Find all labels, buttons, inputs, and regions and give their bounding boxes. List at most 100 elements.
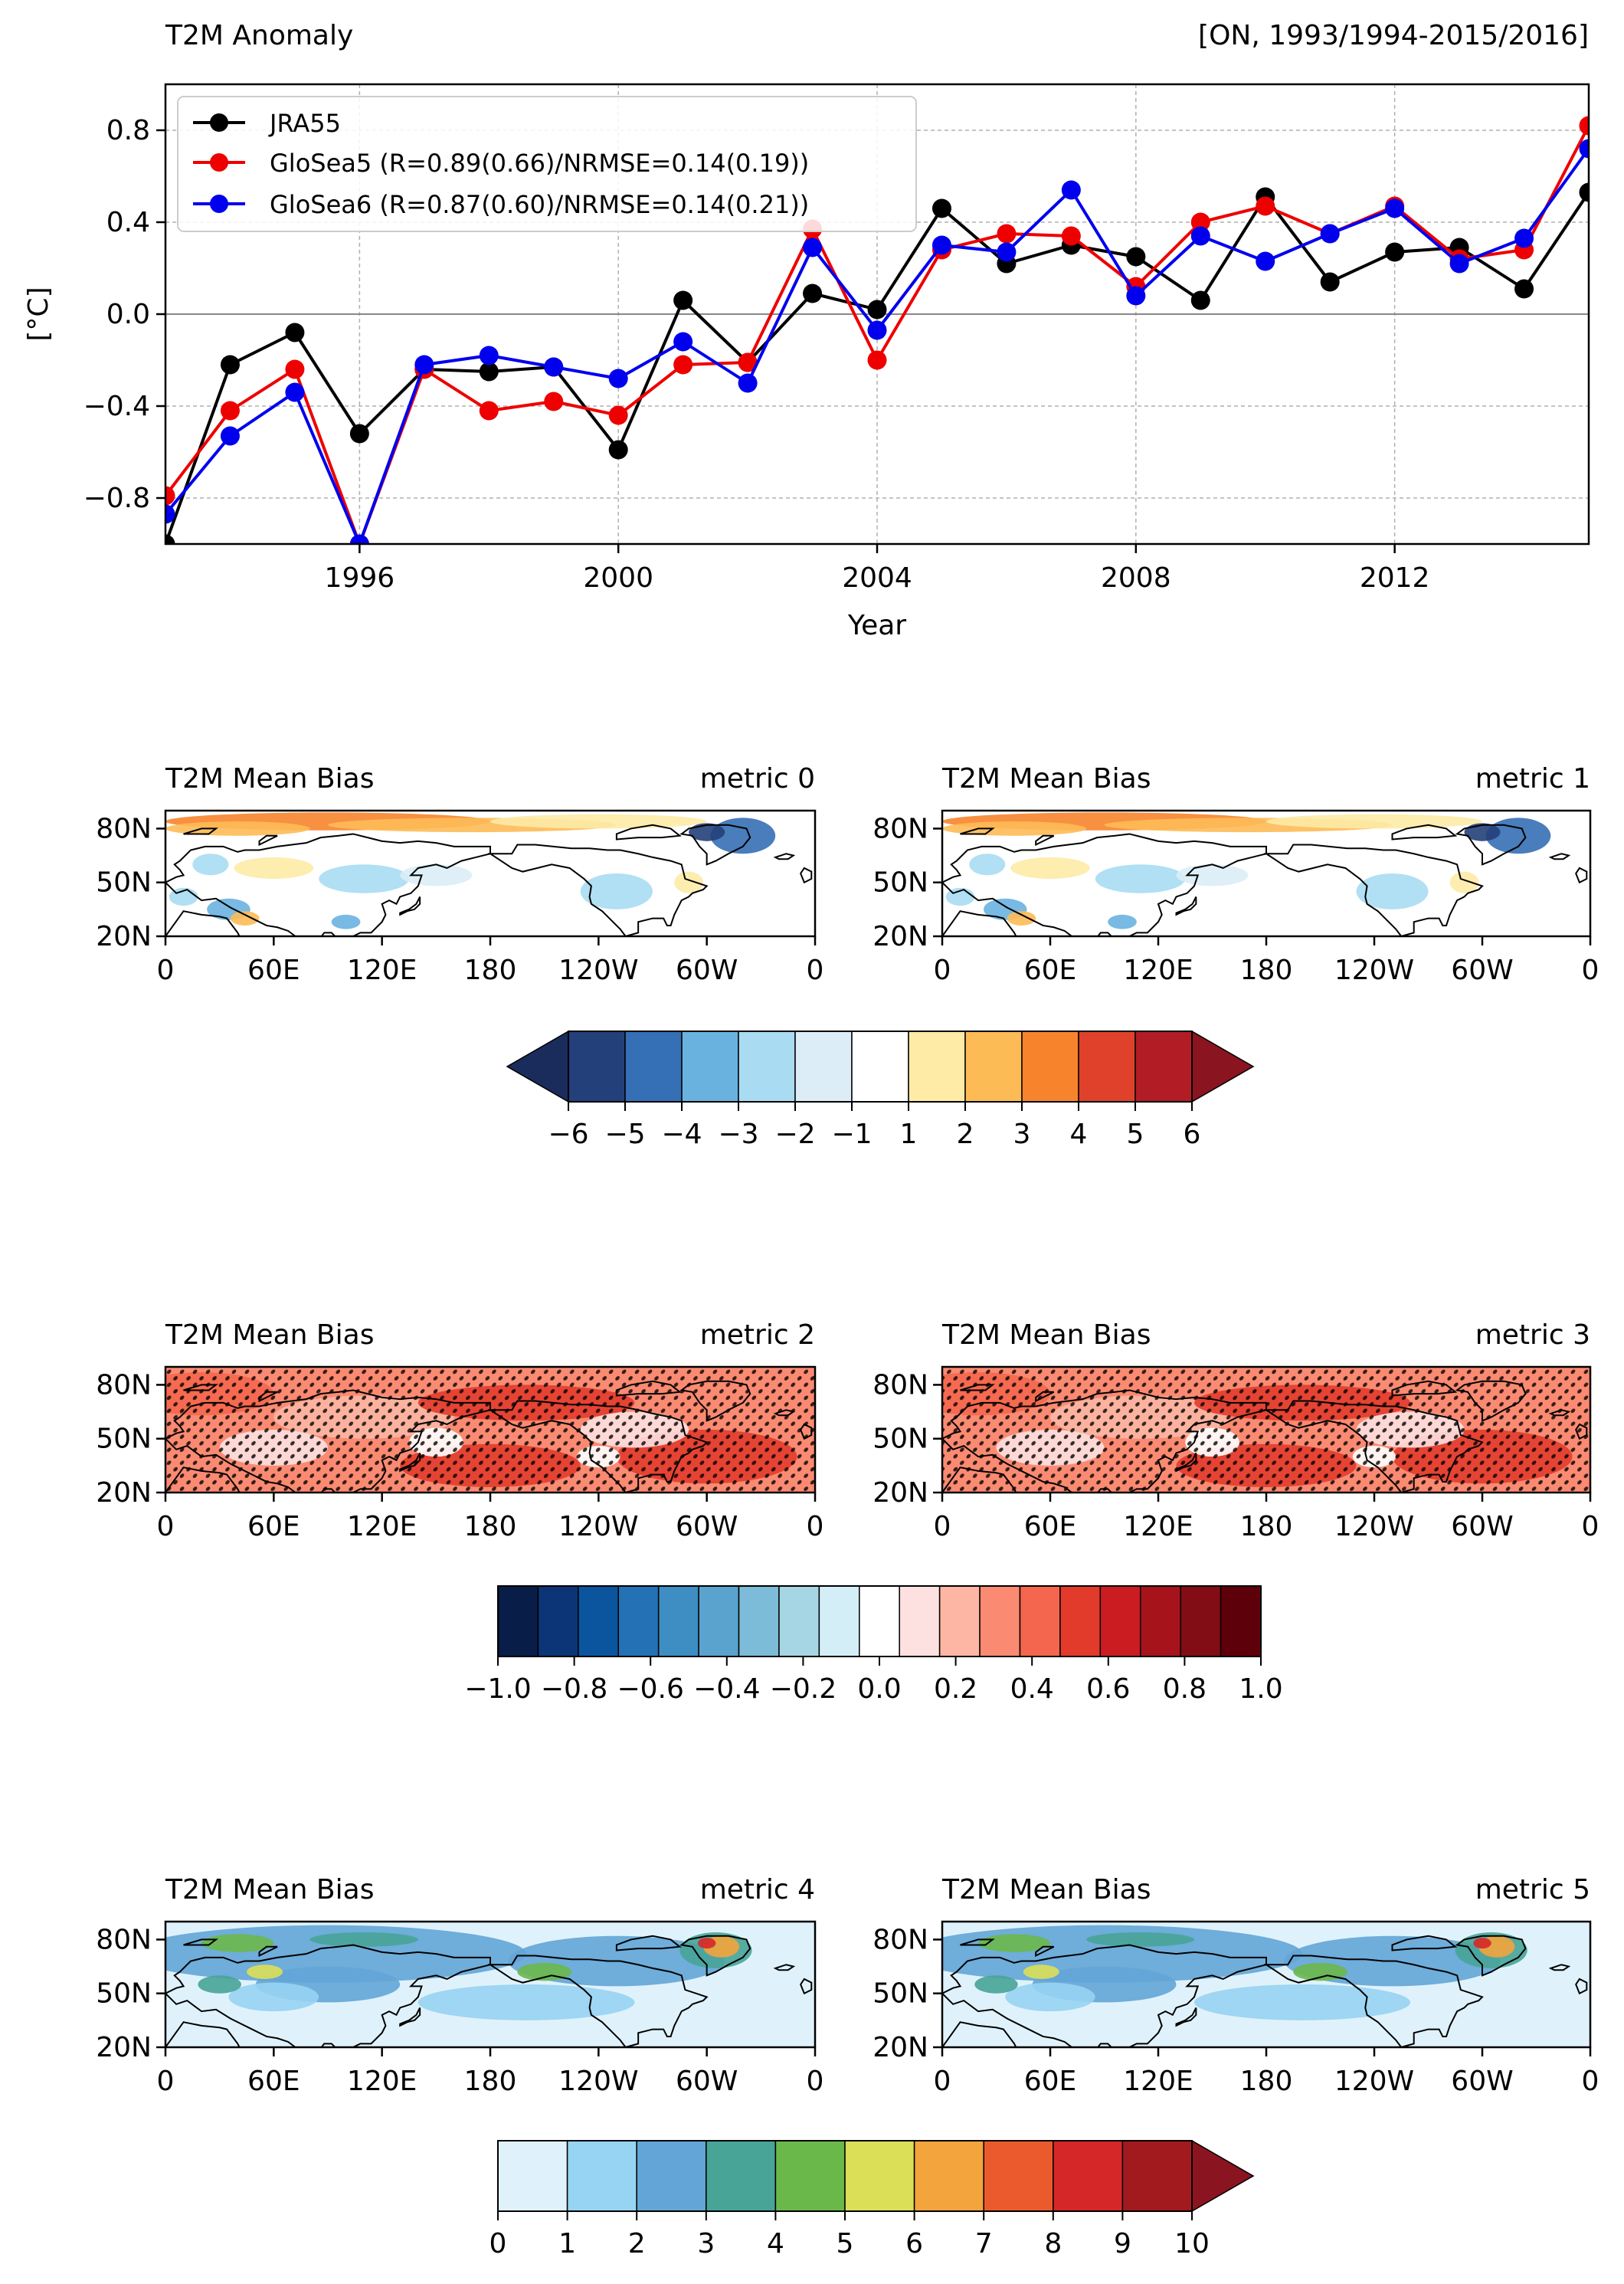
coastline xyxy=(165,910,242,936)
data-point xyxy=(165,486,175,506)
colorbar-swatch xyxy=(1180,1585,1222,1657)
lon-tick-label: 120E xyxy=(347,1511,417,1542)
coastline xyxy=(183,1384,218,1391)
colorbar-tick-label: 10 xyxy=(1174,2228,1210,2259)
lon-tick-label: 120E xyxy=(1123,1511,1193,1542)
data-point xyxy=(673,290,693,310)
legend-entry-glosea6: GloSea6 (R=0.87(0.60)/NRMSE=0.14(0.21)) xyxy=(193,190,809,219)
data-point xyxy=(1320,272,1340,292)
bias-field xyxy=(580,873,653,909)
y-tick-label: −0.8 xyxy=(83,483,150,514)
data-point xyxy=(1190,212,1210,232)
coastline xyxy=(1391,824,1458,841)
coastline xyxy=(1575,1423,1588,1440)
colorbar-tick-label: −2 xyxy=(774,1119,815,1150)
colorbar-swatch xyxy=(1220,1585,1262,1657)
colorbar-extend-min xyxy=(506,1030,569,1103)
coastline xyxy=(258,1391,278,1403)
colorbar-swatch xyxy=(1099,1585,1141,1657)
colorbar-swatch xyxy=(979,1585,1021,1657)
timeseries-x-ticks: 1996 2000 2004 2008 2012 xyxy=(325,544,1430,594)
bias-field xyxy=(400,864,473,886)
map-title-right: metric 3 xyxy=(1475,1319,1590,1351)
data-point xyxy=(803,283,823,303)
spread-field xyxy=(198,1975,241,1994)
lon-tick-label: 120W xyxy=(1334,2066,1414,2097)
colorbar-tick-label: −1 xyxy=(831,1119,872,1150)
colorbar-swatch xyxy=(774,2140,846,2212)
data-point xyxy=(479,362,499,382)
colorbar-tick-label: 5 xyxy=(1127,1119,1144,1150)
coastline xyxy=(942,1389,1267,1493)
coastline xyxy=(773,1964,796,1971)
map-title-left: T2M Mean Bias xyxy=(165,763,374,795)
colorbar-swatch xyxy=(818,1585,860,1657)
coastline xyxy=(1548,853,1571,860)
lon-tick-label: 60E xyxy=(247,2066,300,2097)
coastline xyxy=(1548,1409,1571,1417)
spread-field xyxy=(417,1984,635,2020)
colorbar-swatch xyxy=(913,2140,984,2212)
coastline xyxy=(800,867,813,884)
timeseries-series xyxy=(165,116,1589,544)
colorbar-tick-label: −1.0 xyxy=(464,1673,531,1705)
timeseries-title-right: [ON, 1993/1994-2015/2016] xyxy=(1198,20,1589,51)
lon-tick-label: 0 xyxy=(1582,955,1599,986)
colorbar-tick-label: 6 xyxy=(905,2228,923,2259)
coastline xyxy=(183,1938,218,1946)
data-point xyxy=(1320,224,1340,244)
colorbar-tick-label: 2 xyxy=(628,2228,646,2259)
data-point xyxy=(608,440,628,460)
lat-tick-label: 80N xyxy=(873,1924,928,1955)
data-point xyxy=(673,355,693,375)
data-point xyxy=(608,405,628,425)
timeseries-panel: T2M Anomaly [ON, 1993/1994-2015/2016] 19… xyxy=(23,20,1590,641)
bias-field xyxy=(1095,864,1186,893)
legend-marker xyxy=(210,195,228,213)
map-title-right: metric 4 xyxy=(700,1874,815,1906)
colorbar-swatch xyxy=(1078,1031,1136,1103)
colorbar-swatch xyxy=(537,1585,579,1657)
colorbar-tick-label: −6 xyxy=(548,1119,588,1150)
data-point xyxy=(220,426,240,446)
bias-field xyxy=(1007,911,1036,926)
data-point xyxy=(1514,279,1534,299)
lon-tick-label: 0 xyxy=(157,1511,175,1542)
colorbar-swatch xyxy=(1053,2140,1124,2212)
data-point xyxy=(1579,182,1589,202)
bias-field xyxy=(230,911,260,926)
timeseries-title-left: T2M Anomaly xyxy=(165,20,353,51)
coastline xyxy=(942,910,1019,936)
lat-tick-label: 80N xyxy=(96,1924,152,1955)
bias-field xyxy=(1108,914,1137,929)
coastline xyxy=(183,827,218,835)
lon-tick-label: 180 xyxy=(1240,955,1293,986)
colorbar-tick-label: 9 xyxy=(1114,2228,1131,2259)
coastline xyxy=(615,1380,682,1397)
colorbar-tick-label: 0.8 xyxy=(1163,1673,1207,1705)
colorbar-tick-label: −0.4 xyxy=(693,1673,760,1705)
coastlines xyxy=(942,824,1588,936)
coastline xyxy=(679,1380,751,1422)
legend: JRA55 GloSea5 (R=0.89(0.66)/NRMSE=0.14(0… xyxy=(177,96,917,232)
lat-tick-label: 20N xyxy=(873,921,928,952)
data-point xyxy=(544,392,564,411)
map-title-left: T2M Mean Bias xyxy=(941,1319,1151,1351)
coastline xyxy=(165,2021,242,2047)
data-point xyxy=(479,401,499,421)
spread-field xyxy=(978,1934,1050,1952)
colorbar-swatch xyxy=(908,1031,966,1103)
bias-field xyxy=(689,823,725,841)
coastline xyxy=(1548,1964,1571,1971)
x-tick-label: 2012 xyxy=(1360,562,1430,594)
map-fields xyxy=(165,811,815,936)
data-point xyxy=(220,401,240,421)
colorbar-tick-label: 3 xyxy=(1013,1119,1031,1150)
coastline xyxy=(942,1466,1019,1493)
lon-tick-label: 0 xyxy=(1582,1511,1599,1542)
data-point xyxy=(867,320,887,340)
lon-tick-label: 0 xyxy=(934,1511,951,1542)
colorbar-swatch xyxy=(657,1585,699,1657)
